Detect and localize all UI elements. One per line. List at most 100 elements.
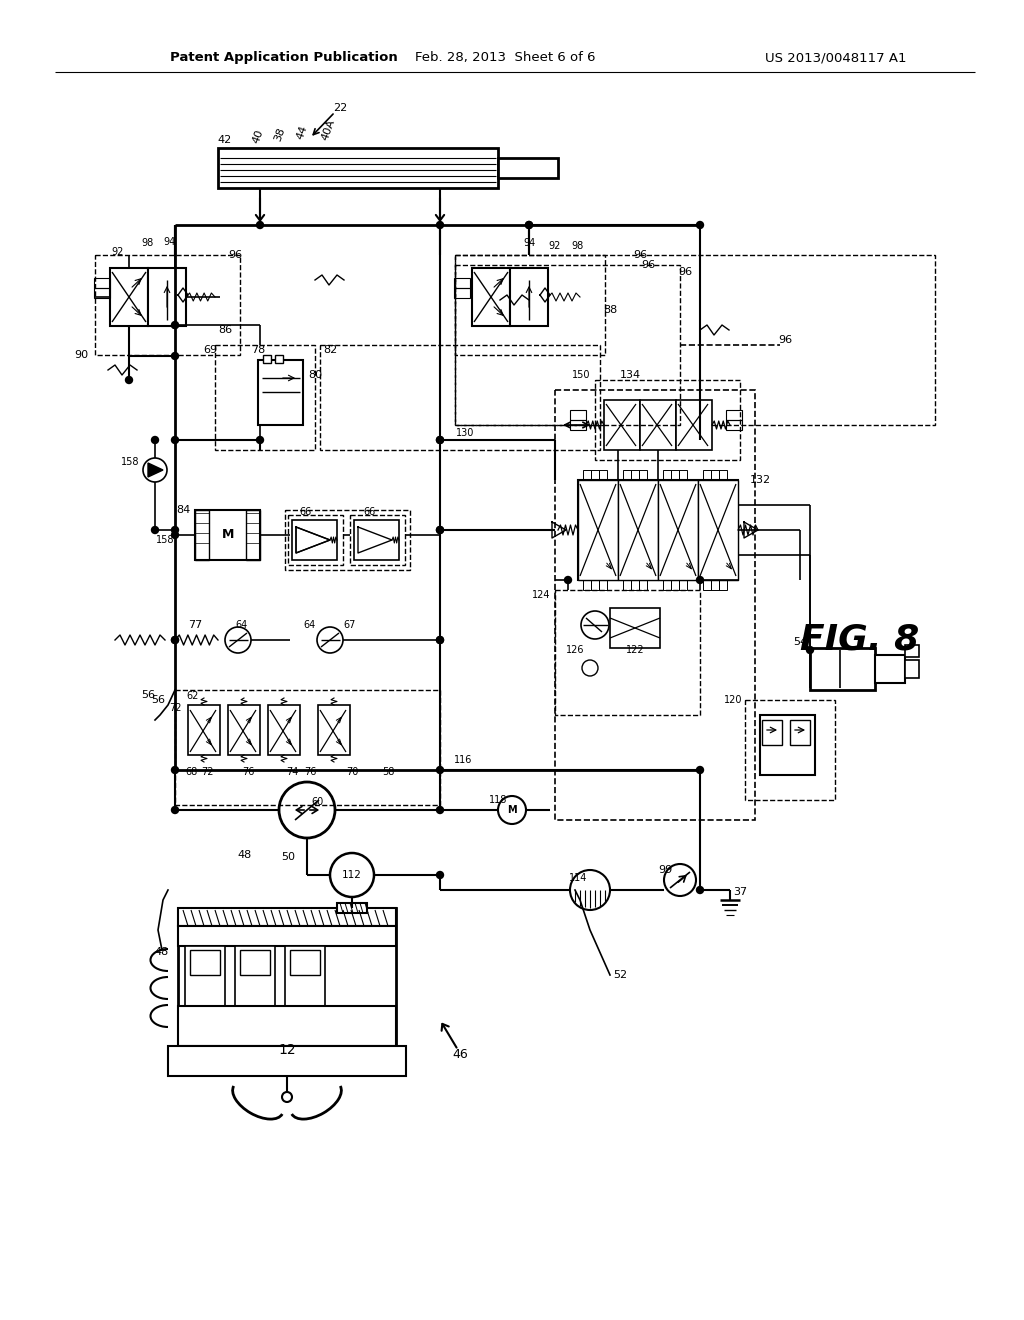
Bar bbox=[188, 705, 220, 755]
Bar bbox=[905, 660, 919, 678]
Text: 112: 112 bbox=[342, 870, 361, 880]
Bar bbox=[578, 480, 618, 579]
Text: 96: 96 bbox=[641, 260, 655, 271]
Bar bbox=[94, 288, 110, 298]
Text: M: M bbox=[222, 528, 234, 541]
Text: 98: 98 bbox=[571, 242, 584, 251]
Bar bbox=[719, 579, 727, 590]
Bar bbox=[195, 510, 260, 560]
Circle shape bbox=[171, 352, 178, 359]
Bar bbox=[228, 705, 260, 755]
Circle shape bbox=[498, 796, 526, 824]
Polygon shape bbox=[148, 463, 163, 477]
Circle shape bbox=[436, 437, 443, 444]
Text: 134: 134 bbox=[620, 370, 641, 380]
Text: 80: 80 bbox=[308, 370, 323, 380]
Bar bbox=[671, 470, 679, 480]
Bar bbox=[679, 470, 687, 480]
Bar bbox=[185, 946, 225, 1006]
Bar bbox=[578, 480, 738, 579]
Text: 12: 12 bbox=[279, 1043, 296, 1057]
Bar bbox=[591, 579, 599, 590]
Bar bbox=[95, 255, 240, 355]
Bar bbox=[570, 420, 586, 430]
Text: 22: 22 bbox=[333, 103, 347, 114]
Text: 60: 60 bbox=[312, 797, 325, 807]
Bar bbox=[663, 470, 671, 480]
Circle shape bbox=[171, 807, 178, 813]
Text: 120: 120 bbox=[724, 696, 742, 705]
Circle shape bbox=[807, 647, 813, 653]
Bar bbox=[246, 510, 260, 560]
Circle shape bbox=[436, 636, 443, 644]
Text: 72: 72 bbox=[201, 767, 213, 777]
Bar bbox=[726, 411, 742, 420]
Bar bbox=[599, 470, 607, 480]
Text: 46: 46 bbox=[453, 1048, 468, 1061]
Text: FIG. 8: FIG. 8 bbox=[800, 623, 920, 657]
Circle shape bbox=[256, 437, 263, 444]
Circle shape bbox=[436, 222, 443, 228]
Bar bbox=[178, 908, 396, 1073]
Circle shape bbox=[436, 527, 443, 533]
Bar bbox=[618, 480, 658, 579]
Text: 96: 96 bbox=[678, 267, 692, 277]
Bar bbox=[285, 510, 410, 570]
Bar bbox=[110, 268, 148, 326]
Circle shape bbox=[171, 767, 178, 774]
Text: 94: 94 bbox=[524, 238, 537, 248]
Circle shape bbox=[525, 222, 532, 228]
Text: 118: 118 bbox=[488, 795, 507, 805]
Bar bbox=[288, 515, 343, 565]
Bar bbox=[178, 927, 396, 946]
Text: 62: 62 bbox=[186, 690, 200, 701]
Bar bbox=[510, 268, 548, 326]
Circle shape bbox=[696, 437, 703, 444]
Text: 90: 90 bbox=[74, 350, 88, 360]
Bar bbox=[455, 255, 935, 425]
Text: 116: 116 bbox=[454, 755, 472, 766]
Bar bbox=[631, 470, 639, 480]
Text: 78: 78 bbox=[251, 345, 265, 355]
Circle shape bbox=[525, 222, 532, 228]
Bar bbox=[874, 655, 905, 682]
Bar bbox=[639, 470, 647, 480]
Text: 96: 96 bbox=[778, 335, 792, 345]
Circle shape bbox=[126, 376, 132, 384]
Bar bbox=[679, 579, 687, 590]
Text: US 2013/0048117 A1: US 2013/0048117 A1 bbox=[765, 51, 906, 65]
Text: 64: 64 bbox=[236, 620, 248, 630]
Text: 158: 158 bbox=[156, 535, 174, 545]
Text: 76: 76 bbox=[304, 767, 316, 777]
Bar bbox=[905, 645, 919, 657]
Bar bbox=[94, 279, 110, 288]
Bar bbox=[719, 470, 727, 480]
Text: 44: 44 bbox=[295, 124, 309, 140]
Text: 92: 92 bbox=[112, 247, 124, 257]
Bar bbox=[639, 579, 647, 590]
Text: 40A: 40A bbox=[319, 117, 337, 143]
Bar bbox=[455, 265, 680, 425]
Text: 132: 132 bbox=[750, 475, 771, 484]
Bar bbox=[498, 158, 558, 178]
Bar bbox=[671, 579, 679, 590]
Bar bbox=[218, 148, 498, 187]
Bar bbox=[640, 400, 676, 450]
Text: 50: 50 bbox=[281, 851, 295, 862]
Text: 76: 76 bbox=[242, 767, 254, 777]
Bar bbox=[178, 908, 396, 927]
Bar bbox=[258, 360, 303, 425]
Text: 86: 86 bbox=[218, 325, 232, 335]
Text: 99: 99 bbox=[657, 865, 672, 875]
Bar bbox=[175, 690, 440, 805]
Bar bbox=[676, 400, 712, 450]
Text: 124: 124 bbox=[531, 590, 550, 601]
Text: 98: 98 bbox=[142, 238, 155, 248]
Circle shape bbox=[436, 636, 443, 644]
Circle shape bbox=[171, 532, 178, 539]
Text: 56: 56 bbox=[151, 696, 165, 705]
Circle shape bbox=[171, 322, 178, 329]
Text: 64: 64 bbox=[304, 620, 316, 630]
Circle shape bbox=[436, 871, 443, 879]
Circle shape bbox=[282, 1092, 292, 1102]
